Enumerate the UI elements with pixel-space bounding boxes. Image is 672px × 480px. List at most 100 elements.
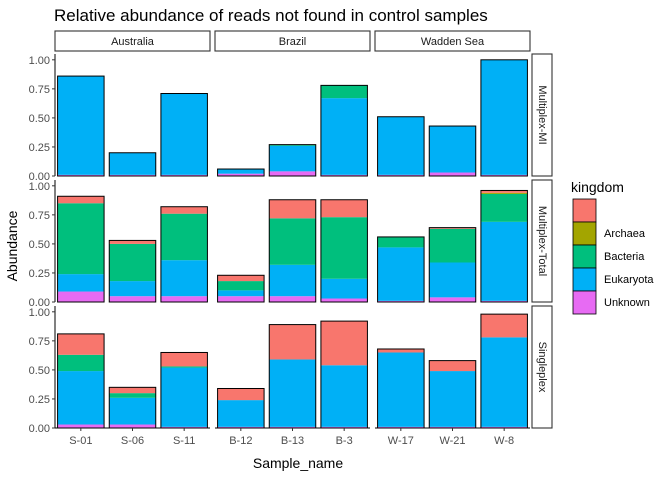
legend-label: Eukaryota	[604, 274, 654, 286]
bar-multiplex-mi-w-8	[480, 59, 528, 177]
bar-segment-unlabeled	[320, 199, 368, 218]
bar-outline	[377, 236, 425, 303]
y-tick-label: 1.00	[29, 55, 50, 67]
y-tick-label: 0.25	[29, 142, 50, 154]
bar-outline	[320, 84, 368, 177]
bar-segment-unknown	[109, 174, 156, 176]
y-axis-title: Abundance	[4, 210, 20, 281]
y-tick-label: 0.75	[29, 210, 50, 222]
bar-segment-bacteria	[160, 213, 208, 261]
bar-segment-unknown	[269, 426, 316, 428]
bar-segment-unknown	[109, 296, 156, 302]
bar-segment-eukaryota	[377, 116, 425, 175]
bar-outline	[217, 168, 265, 177]
y-axes: 0.000.250.500.751.000.000.250.500.751.00…	[29, 54, 56, 435]
bar-singleplex-w-8	[480, 313, 528, 429]
bar-segment-bacteria	[57, 354, 105, 372]
bar-singleplex-w-21	[428, 360, 477, 429]
x-tick-label: S-06	[121, 435, 144, 447]
bar-segment-eukaryota	[269, 264, 316, 297]
bar-segment-bacteria	[217, 281, 265, 291]
bar-segment-unknown	[377, 426, 425, 428]
y-tick-label: 1.00	[29, 307, 50, 319]
x-tick-label: B-13	[281, 435, 304, 447]
bar-outline	[108, 239, 157, 303]
bar-segment-eukaryota	[217, 290, 265, 297]
bar-segment-unknown	[217, 173, 265, 176]
bar-segment-unknown	[480, 426, 528, 428]
facet-strip-label: Singleplex	[536, 342, 548, 393]
bar-segment-eukaryota	[480, 221, 528, 301]
x-axis-title: Sample_name	[253, 455, 343, 471]
bar-segment-bacteria	[109, 243, 156, 282]
bar-segment-eukaryota	[109, 397, 156, 425]
y-tick-label: 0.00	[29, 423, 50, 435]
bar-multiplex-total-b-3	[320, 199, 368, 303]
bar-segment-unknown	[480, 174, 528, 176]
bar-segment-unlabeled	[269, 324, 316, 360]
bar-segment-bacteria	[320, 217, 368, 279]
bar-outline	[160, 93, 208, 177]
facet-strip-wadden-sea	[374, 30, 531, 52]
bar-segment-eukaryota	[269, 145, 316, 172]
y-axis-multiplex-total: 0.00 0.25 0.50 0.75 1.00	[29, 180, 56, 309]
bar-segment-unknown	[217, 426, 265, 428]
bar-multiplex-total-s-06	[108, 239, 157, 303]
bar-segment-archaea	[480, 192, 528, 194]
bar-multiplex-mi-b-13	[268, 144, 317, 177]
bar-outline	[57, 195, 105, 303]
bar-singleplex-b-12	[217, 387, 265, 429]
facet-strip-label: Brazil	[279, 36, 307, 48]
legend-label: Unknown	[604, 297, 650, 309]
facet-panels	[57, 59, 528, 429]
bar-outline	[160, 206, 208, 303]
bar-outline	[217, 274, 265, 303]
bar-outline	[57, 75, 105, 177]
bar-singleplex-w-17	[377, 348, 425, 429]
bar-outline	[268, 144, 317, 177]
facet-strip-label: Australia	[111, 36, 155, 48]
bar-segment-unlabeled	[57, 333, 105, 355]
bar-segment-eukaryota	[429, 371, 476, 427]
bar-multiplex-total-w-17	[377, 236, 425, 303]
legend-swatch-bacteria	[572, 244, 597, 269]
legend-title: kingdom	[571, 179, 624, 195]
bar-segment-eukaryota	[160, 93, 208, 175]
x-tick-label: B-3	[336, 435, 353, 447]
bar-outline	[480, 59, 528, 177]
x-tick-label: B-12	[229, 435, 252, 447]
bar-segment-bacteria	[269, 218, 316, 265]
y-axis-multiplex-mi: 0.00 0.25 0.50 0.75 1.00	[29, 54, 56, 183]
legend-label: Archaea	[604, 228, 646, 240]
bar-segment-unknown	[320, 174, 368, 176]
bar-multiplex-total-w-8	[480, 189, 528, 303]
bar-segment-eukaryota	[480, 59, 528, 175]
bar-outline	[428, 227, 477, 303]
y-tick-label: 0.00	[29, 297, 50, 309]
x-tick-label: W-8	[494, 435, 514, 447]
y-tick-label: 0.50	[29, 113, 50, 125]
bar-segment-unknown	[320, 298, 368, 302]
legend-swatch-unknown	[572, 290, 597, 315]
bar-segment-eukaryota	[269, 359, 316, 427]
x-axis: S-01 S-06 S-11 B-12 B-13 B-3 W-17 W-21 W-8	[55, 427, 530, 447]
bar-segment-bacteria	[377, 236, 425, 248]
bar-segment-unlabeled	[320, 321, 368, 366]
y-tick-label: 1.00	[29, 181, 50, 193]
bar-multiplex-total-b-12	[217, 274, 265, 303]
bar-segment-unknown	[377, 174, 425, 176]
bar-segment-unlabeled	[160, 352, 208, 367]
bar-segment-unknown	[377, 300, 425, 302]
bar-segment-unlabeled	[217, 275, 265, 282]
bar-multiplex-total-w-21	[428, 227, 477, 303]
x-tick-label: S-01	[69, 435, 92, 447]
x-tick-label: W-17	[388, 435, 414, 447]
bar-segment-unlabeled	[160, 206, 208, 214]
bar-multiplex-total-s-11	[160, 206, 208, 303]
bar-segment-bacteria	[320, 85, 368, 99]
bar-segment-eukaryota	[109, 152, 156, 175]
bar-segment-unknown	[57, 291, 105, 302]
bar-segment-unlabeled	[480, 314, 528, 338]
y-tick-label: 0.75	[29, 336, 50, 348]
